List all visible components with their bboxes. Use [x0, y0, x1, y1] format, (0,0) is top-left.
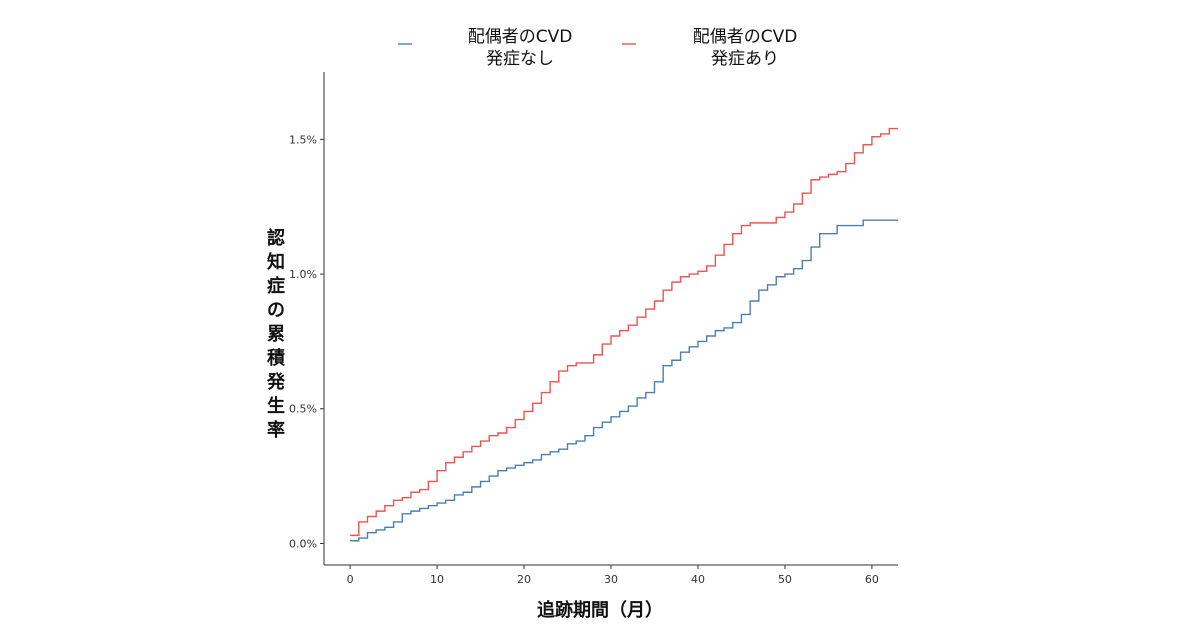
- x-tick-label: 40: [691, 573, 705, 586]
- x-tick-label: 50: [778, 573, 792, 586]
- axes: 0.0% 0.5% 1.0% 1.5% 0 10 20 30 40 50 60: [289, 72, 898, 586]
- series-line-no-cvd: [350, 219, 898, 542]
- y-axis-title-char: 累: [267, 324, 285, 345]
- y-tick-label: 1.5%: [289, 133, 317, 146]
- x-tick-label: 20: [517, 573, 531, 586]
- y-tick-label: 0.5%: [289, 403, 317, 416]
- y-axis-title-char: 率: [267, 420, 285, 441]
- x-tick-label: 60: [865, 573, 879, 586]
- x-axis-title: 追跡期間（月）: [537, 600, 663, 621]
- y-axis-title-char: 発: [267, 372, 285, 393]
- x-tick-label: 0: [347, 573, 354, 586]
- y-tick-label: 1.0%: [289, 268, 317, 281]
- y-axis-title-char: 知: [267, 252, 285, 273]
- y-axis-title-char: の: [267, 300, 285, 321]
- series-line-cvd: [350, 127, 898, 537]
- y-tick-label: 0.0%: [289, 537, 317, 550]
- series-layer: [350, 127, 898, 542]
- legend-label-cvd: 配偶者のCVD 発症あり: [692, 27, 798, 69]
- y-axis-title-char: 症: [267, 276, 285, 297]
- y-axis-title-char: 積: [267, 348, 285, 369]
- x-tick-label: 30: [604, 573, 618, 586]
- x-tick-label: 10: [430, 573, 444, 586]
- y-axis-title-char: 生: [267, 396, 285, 417]
- y-axis-title-char: 認: [267, 228, 285, 249]
- legend-label-no-cvd: 配偶者のCVD 発症なし: [467, 27, 573, 69]
